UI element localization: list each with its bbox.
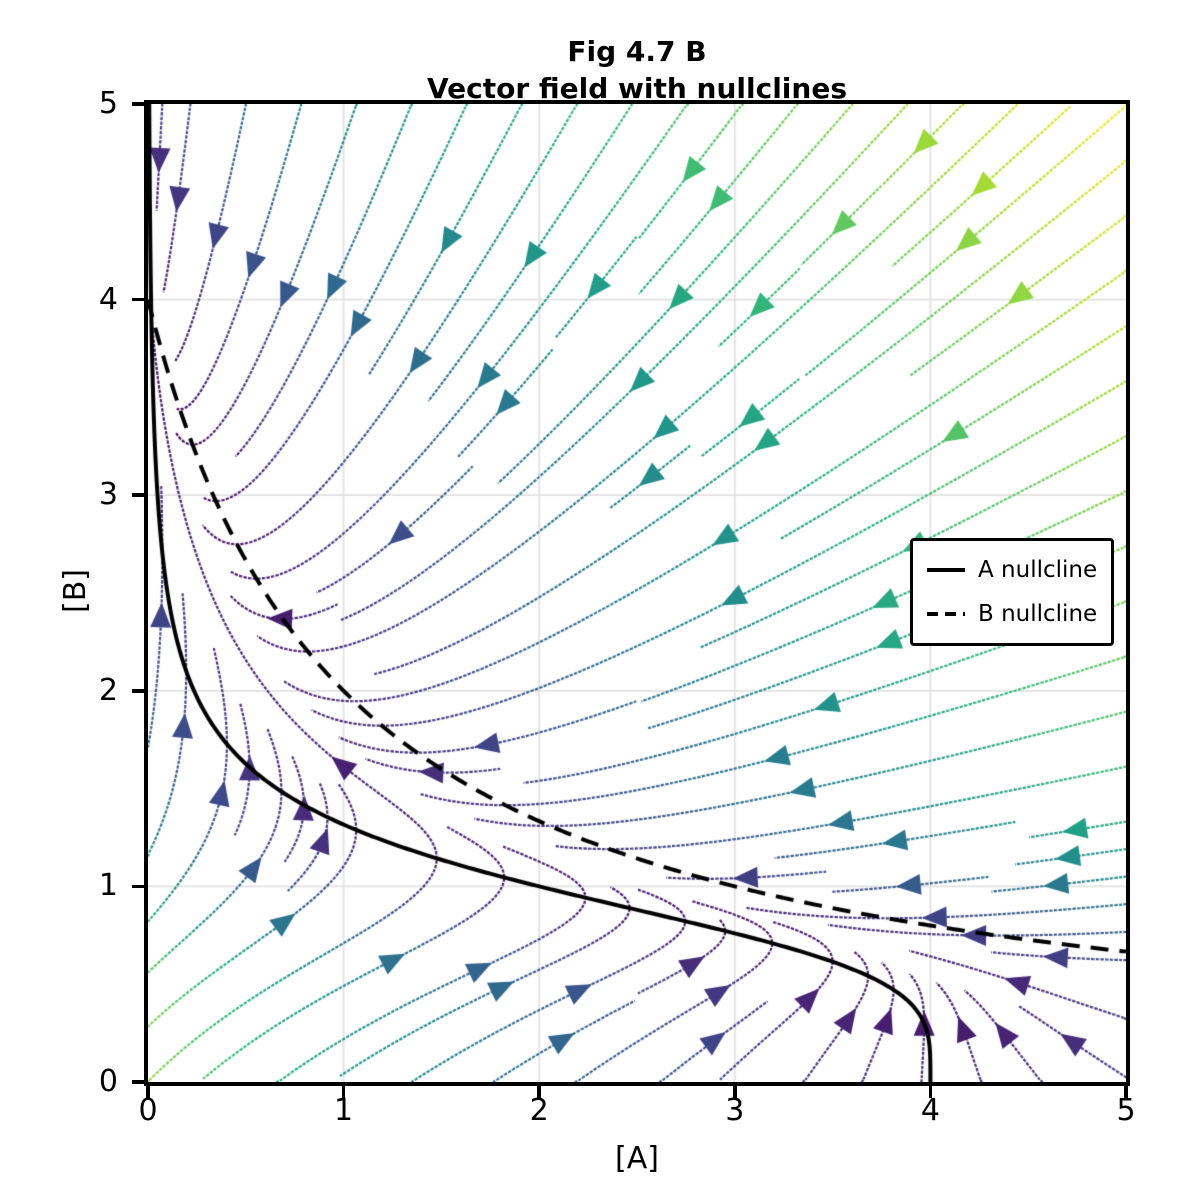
legend: A nullcline B nullcline [910, 538, 1114, 646]
legend-item-a-nullcline: A nullcline [927, 553, 1099, 587]
y-tick-label-2: 2 [98, 672, 118, 708]
y-tick-label-5: 5 [98, 86, 118, 121]
x-tick-label-5: 5 [1116, 1093, 1136, 1128]
plot-area: A nullcline B nullcline 0 1 2 3 4 5 0 1 2 3 4 5 [99, 88, 1136, 1128]
y-tick-label-4: 4 [98, 281, 118, 317]
title-line-1: Fig 4.7 B [567, 35, 707, 68]
y-tick-label-1: 1 [98, 868, 118, 904]
x-tick-2 [537, 1082, 541, 1098]
solid-line-sample [927, 568, 965, 572]
y-tick-label-3: 3 [98, 477, 118, 513]
y-tick-5 [132, 102, 148, 106]
y-tick-3 [132, 493, 148, 497]
dashed-line-sample [927, 612, 965, 616]
x-tick-label-3: 3 [725, 1093, 745, 1128]
x-tick-4 [928, 1082, 933, 1098]
legend-label-b-nullcline: B nullcline [978, 601, 1098, 627]
x-tick-label-0: 0 [138, 1093, 158, 1128]
y-tick-0 [132, 1080, 148, 1084]
y-tick-2 [132, 689, 148, 693]
x-tick-5 [1124, 1082, 1128, 1098]
chart-title: Fig 4.7 B Vector field with nullclines [144, 33, 1130, 107]
y-tick-1 [132, 884, 148, 889]
x-tick-label-2: 2 [529, 1093, 549, 1128]
title-line-2: Vector field with nullclines [426, 72, 847, 105]
legend-label-a-nullcline: A nullcline [978, 557, 1098, 583]
y-axis-label: [B] [58, 569, 93, 613]
y-tick-4 [132, 297, 148, 302]
legend-item-b-nullcline: B nullcline [927, 597, 1099, 631]
x-tick-3 [733, 1082, 737, 1098]
y-tick-label-0: 0 [98, 1064, 118, 1099]
x-tick-label-4: 4 [920, 1093, 940, 1128]
x-axis-label: [A] [615, 1141, 659, 1176]
x-tick-label-1: 1 [334, 1093, 354, 1128]
x-tick-1 [341, 1082, 346, 1098]
x-tick-0 [146, 1082, 150, 1098]
